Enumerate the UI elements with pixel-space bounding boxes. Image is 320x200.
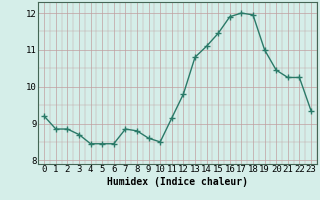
X-axis label: Humidex (Indice chaleur): Humidex (Indice chaleur) bbox=[107, 177, 248, 187]
